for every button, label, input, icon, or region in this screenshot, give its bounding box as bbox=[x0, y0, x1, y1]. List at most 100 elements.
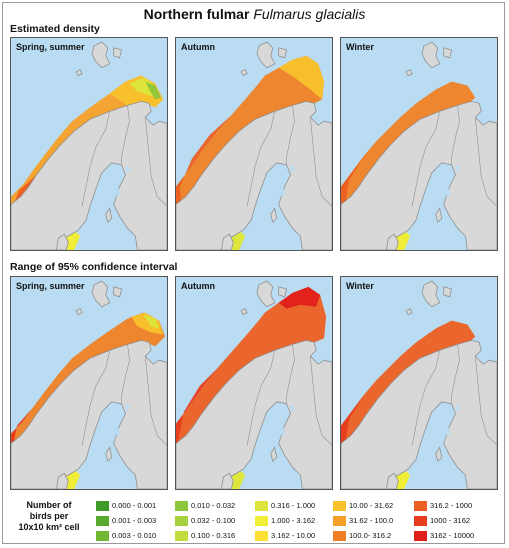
legend-item: 0.010 - 0.032 bbox=[175, 500, 235, 511]
land-mass bbox=[91, 280, 111, 308]
land-mass bbox=[11, 100, 167, 250]
land-mass bbox=[421, 280, 441, 308]
land-mass bbox=[240, 69, 248, 77]
legend-title-line: Number of bbox=[26, 500, 72, 510]
land-mass bbox=[421, 41, 441, 69]
legend-item: 3162 - 10000 bbox=[414, 530, 474, 541]
land-mass bbox=[11, 339, 167, 489]
lake bbox=[280, 188, 285, 197]
map-panel-density-autumn: Autumn bbox=[175, 37, 333, 251]
land-mass bbox=[105, 207, 113, 224]
legend-swatch bbox=[255, 500, 268, 511]
country-border bbox=[474, 356, 497, 446]
country-border bbox=[81, 111, 111, 207]
country-border bbox=[451, 105, 460, 165]
density-region bbox=[11, 174, 57, 250]
land-mass bbox=[221, 233, 234, 250]
legend-label: 316.2 - 1000 bbox=[430, 501, 473, 510]
legend-item: 0.001 - 0.003 bbox=[96, 515, 156, 526]
map-svg bbox=[11, 38, 167, 250]
legend-label: 1000 - 3162 bbox=[430, 516, 471, 525]
country-border bbox=[286, 344, 295, 404]
density-region bbox=[176, 55, 325, 250]
legend-swatch bbox=[333, 500, 346, 511]
legend-item: 0.000 - 0.001 bbox=[96, 500, 156, 511]
section-label-confidence-interval: Range of 95% confidence interval bbox=[10, 261, 178, 273]
legend-item: 0.032 - 0.100 bbox=[175, 515, 235, 526]
legend-label: 3162 - 10000 bbox=[430, 531, 475, 540]
lake bbox=[445, 188, 450, 197]
country-border bbox=[451, 344, 460, 404]
legend-item: 316.2 - 1000 bbox=[414, 500, 472, 511]
density-region bbox=[131, 312, 164, 335]
land-mass bbox=[221, 472, 234, 489]
country-border bbox=[246, 111, 276, 207]
legend-swatch bbox=[96, 500, 109, 511]
legend-item: 1.000 - 3.162 bbox=[255, 515, 315, 526]
title-scientific-name: Fulmarus glacialis bbox=[253, 6, 366, 22]
land-mass bbox=[113, 286, 123, 298]
figure-title: Northern fulmar Fulmarus glacialis bbox=[0, 6, 509, 22]
lake bbox=[115, 427, 120, 436]
title-common-name: Northern fulmar bbox=[143, 6, 250, 22]
legend-label: 0.000 - 0.001 bbox=[112, 501, 157, 510]
land-mass bbox=[240, 308, 248, 316]
panel-label: Winter bbox=[346, 281, 374, 291]
land-mass bbox=[278, 286, 288, 298]
land-mass bbox=[91, 41, 111, 69]
legend-label: 3.162 - 10.00 bbox=[271, 531, 316, 540]
country-border bbox=[411, 350, 441, 446]
map-svg bbox=[176, 277, 332, 489]
country-border bbox=[121, 105, 130, 165]
legend-label: 100.0- 316.2 bbox=[349, 531, 392, 540]
lake bbox=[271, 417, 278, 430]
map-panel-ci-spring-summer: Spring, summer bbox=[10, 276, 168, 490]
land-mass bbox=[75, 69, 83, 77]
legend-swatch bbox=[96, 515, 109, 526]
legend-swatch bbox=[414, 530, 427, 541]
land-mass bbox=[113, 47, 123, 59]
legend-item: 10.00 - 31.62 bbox=[333, 500, 393, 511]
land-mass bbox=[278, 47, 288, 59]
land-mass bbox=[56, 472, 69, 489]
legend-swatch bbox=[255, 515, 268, 526]
land-mass bbox=[270, 446, 278, 463]
land-mass bbox=[270, 207, 278, 224]
land-mass bbox=[176, 100, 332, 250]
panel-label: Winter bbox=[346, 42, 374, 52]
panel-label: Autumn bbox=[181, 42, 215, 52]
legend-label: 31.62 - 100.0 bbox=[349, 516, 394, 525]
density-region bbox=[145, 81, 162, 100]
country-border bbox=[286, 105, 295, 165]
country-border bbox=[144, 356, 167, 446]
density-region bbox=[143, 314, 160, 329]
legend-item: 3.162 - 10.00 bbox=[255, 530, 315, 541]
country-border bbox=[411, 111, 441, 207]
section-label-estimated-density: Estimated density bbox=[10, 23, 100, 35]
legend-swatch bbox=[96, 530, 109, 541]
land-mass bbox=[256, 280, 276, 308]
land-mass bbox=[386, 233, 399, 250]
map-svg bbox=[11, 277, 167, 489]
land-mass bbox=[256, 41, 276, 69]
legend-swatch bbox=[414, 515, 427, 526]
panel-label: Spring, summer bbox=[16, 281, 85, 291]
legend-item: 100.0- 316.2 bbox=[333, 530, 391, 541]
country-border bbox=[144, 117, 167, 207]
land-mass bbox=[56, 233, 69, 250]
legend-label: 1.000 - 3.162 bbox=[271, 516, 316, 525]
lake bbox=[271, 178, 278, 191]
lake bbox=[455, 404, 460, 411]
land-mass bbox=[176, 339, 332, 489]
land-mass bbox=[341, 100, 497, 250]
map-svg bbox=[341, 277, 497, 489]
legend-item: 31.62 - 100.0 bbox=[333, 515, 393, 526]
land-mass bbox=[443, 47, 453, 59]
legend-item: 1000 - 3162 bbox=[414, 515, 470, 526]
legend-item: 0.003 - 0.010 bbox=[96, 530, 156, 541]
country-border bbox=[474, 117, 497, 207]
country-border bbox=[246, 350, 276, 446]
lake bbox=[445, 427, 450, 436]
legend-swatch bbox=[175, 515, 188, 526]
legend-title-line: 10x10 km² cell bbox=[18, 522, 80, 532]
